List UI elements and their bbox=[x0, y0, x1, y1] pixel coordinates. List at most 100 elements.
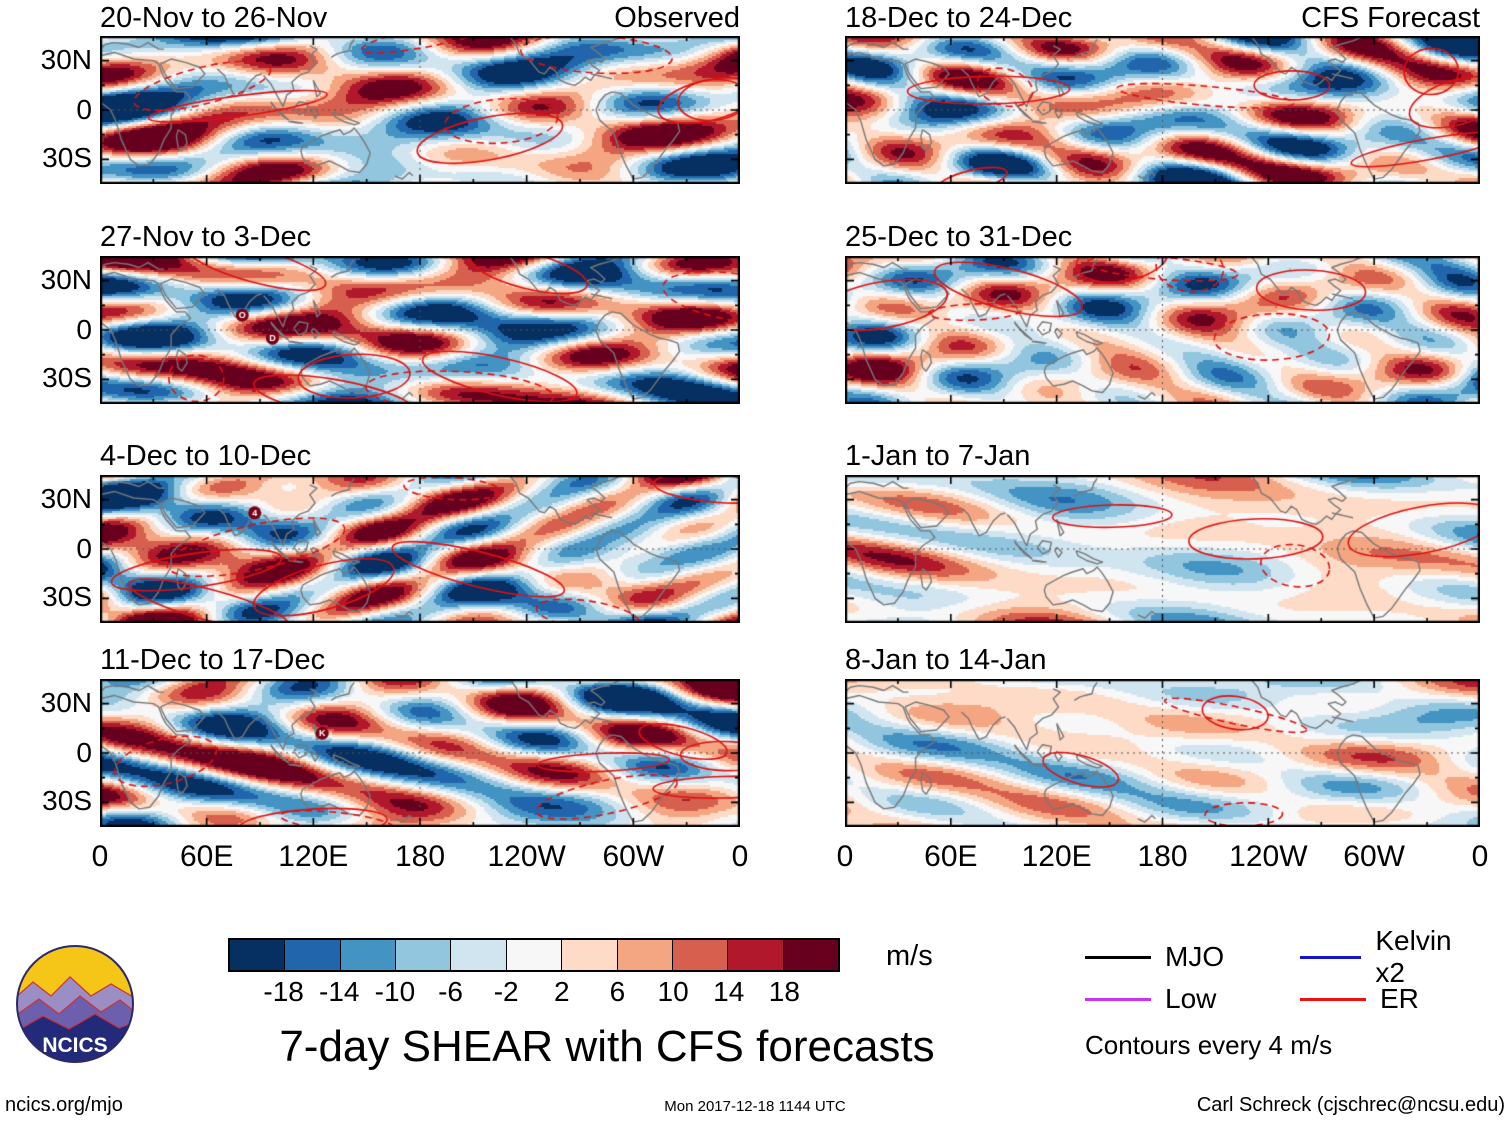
x-axis-right: 0 60E 120E 180 120W 60W 0 bbox=[837, 840, 1489, 878]
logo-text: NCICS bbox=[42, 1034, 107, 1057]
colorbar-tick-label: -14 bbox=[319, 976, 360, 1007]
shear-map-canvas bbox=[845, 256, 1480, 404]
panel-title-fcst-week4: 8-Jan to 14-Jan bbox=[845, 644, 1047, 676]
logo-mountains-near bbox=[17, 1013, 133, 1062]
xtick: 120E bbox=[278, 840, 349, 873]
map-panel-obs-week2 bbox=[100, 256, 740, 404]
colorbar-units: m/s bbox=[886, 940, 933, 972]
xtick: 0 bbox=[91, 840, 109, 873]
colorbar-cell bbox=[561, 940, 617, 970]
ncics-logo: NCICS bbox=[15, 944, 135, 1064]
xtick: 0 bbox=[731, 840, 749, 873]
ytick-30n: 30N bbox=[40, 483, 92, 514]
map-panel-fcst-week1 bbox=[845, 36, 1480, 184]
xtick: 120W bbox=[1229, 840, 1308, 873]
map-panel-fcst-week4 bbox=[845, 679, 1480, 827]
ytick-30s: 30S bbox=[42, 142, 92, 173]
xtick: 60E bbox=[179, 840, 234, 873]
panel-title-fcst-week1: 18-Dec to 24-Dec bbox=[845, 2, 1073, 34]
xtick: 180 bbox=[394, 840, 446, 873]
legend-label: ER bbox=[1380, 983, 1419, 1014]
shear-map-canvas bbox=[100, 475, 740, 623]
legend-item: MJO bbox=[1085, 938, 1266, 976]
ytick-eq: 0 bbox=[76, 737, 92, 768]
panel-title-obs-week1: 20-Nov to 26-Nov bbox=[100, 2, 328, 34]
colorbar-tick-label: -18 bbox=[263, 976, 304, 1007]
colorbar-cell bbox=[505, 940, 562, 970]
xtick: 120E bbox=[1021, 840, 1092, 873]
colorbar-cell bbox=[727, 940, 783, 970]
xtick: 60E bbox=[924, 840, 978, 873]
map-panel-obs-week1 bbox=[100, 36, 740, 184]
xtick: 0 bbox=[836, 840, 854, 873]
legend-item: Low bbox=[1085, 980, 1266, 1018]
ytick-eq: 0 bbox=[76, 533, 92, 564]
legend-item: Kelvin x2 bbox=[1300, 925, 1481, 988]
legend-item: ER bbox=[1300, 980, 1481, 1018]
footer-timestamp: Mon 2017-12-18 1144 UTC bbox=[664, 1098, 846, 1115]
legend-label: Low bbox=[1165, 983, 1217, 1014]
legend-line bbox=[1300, 997, 1366, 1001]
colorbar-tick-label: -2 bbox=[493, 976, 519, 1007]
colorbar-tick-label: 14 bbox=[713, 976, 745, 1007]
x-axis-left: 0 60E 120E 180 120W 60W 0 bbox=[92, 840, 749, 878]
footer-url: ncics.org/mjo bbox=[5, 1094, 123, 1116]
map-panel-obs-week4 bbox=[100, 679, 740, 827]
xtick: 180 bbox=[1137, 840, 1188, 873]
colorbar-cell bbox=[395, 940, 451, 970]
colorbar bbox=[228, 938, 840, 972]
legend-line bbox=[1085, 997, 1151, 1001]
ytick-30s: 30S bbox=[42, 785, 92, 816]
ytick-eq: 0 bbox=[76, 94, 92, 125]
colorbar-cell bbox=[450, 940, 506, 970]
colorbar-labels: -18 -14 -10 -6 -2 2 6 10 14 18 bbox=[228, 976, 840, 1008]
xtick: 0 bbox=[1471, 840, 1489, 873]
logo-ring bbox=[16, 945, 134, 1063]
colorbar-tick-label: 10 bbox=[657, 976, 689, 1007]
shear-map-canvas bbox=[100, 36, 740, 184]
xtick: 120W bbox=[487, 840, 566, 873]
shear-map-canvas bbox=[100, 679, 740, 827]
map-panel-fcst-week3 bbox=[845, 475, 1480, 623]
xtick: 60W bbox=[602, 840, 665, 873]
ytick-eq: 0 bbox=[76, 314, 92, 345]
contour-note: Contours every 4 m/s bbox=[1085, 1030, 1333, 1060]
shear-map-canvas bbox=[845, 36, 1480, 184]
shear-map-canvas bbox=[845, 475, 1480, 623]
colorbar-tick-label: 6 bbox=[609, 976, 626, 1007]
colorbar-cell bbox=[284, 940, 340, 970]
legend-line bbox=[1300, 955, 1362, 959]
colorbar-cell bbox=[230, 940, 285, 970]
ytick-30s: 30S bbox=[42, 362, 92, 393]
colorbar-cell bbox=[339, 940, 396, 970]
ncics-logo-graphic: NCICS bbox=[16, 945, 134, 1063]
legend-line bbox=[1085, 955, 1151, 959]
colorbar-cell bbox=[782, 940, 838, 970]
footer-author: Carl Schreck (cjschrec@ncsu.edu) bbox=[1196, 1094, 1505, 1116]
panel-title-fcst-week2: 25-Dec to 31-Dec bbox=[845, 221, 1073, 253]
panel-title-obs-week4: 11-Dec to 17-Dec bbox=[100, 644, 326, 676]
shear-map-canvas bbox=[845, 679, 1480, 827]
ytick-30n: 30N bbox=[40, 44, 92, 75]
map-panel-fcst-week2 bbox=[845, 256, 1480, 404]
colorbar-cell bbox=[616, 940, 672, 970]
cfs-forecast-label: CFS Forecast bbox=[1301, 2, 1480, 34]
colorbar-cell bbox=[671, 940, 728, 970]
figure-title: 7-day SHEAR with CFS forecasts bbox=[279, 1022, 935, 1071]
shear-map-canvas bbox=[100, 256, 740, 404]
colorbar-tick-label: 18 bbox=[768, 976, 800, 1007]
panel-title-obs-week3: 4-Dec to 10-Dec bbox=[100, 440, 312, 472]
colorbar-tick-label: 2 bbox=[554, 976, 570, 1007]
wave-legend: MJO Kelvin x2 Low ER bbox=[1085, 925, 1481, 1018]
legend-label: Kelvin x2 bbox=[1375, 925, 1452, 988]
ytick-30n: 30N bbox=[40, 687, 92, 718]
colorbar-tick-label: -6 bbox=[438, 976, 463, 1007]
panel-title-obs-week2: 27-Nov to 3-Dec bbox=[100, 221, 312, 253]
colorbar-tick-label: -10 bbox=[374, 976, 416, 1007]
ytick-30n: 30N bbox=[40, 264, 92, 295]
legend-label: MJO bbox=[1165, 941, 1225, 972]
xtick: 60W bbox=[1343, 840, 1405, 873]
observed-label: Observed bbox=[614, 2, 740, 34]
ytick-30s: 30S bbox=[42, 581, 92, 612]
